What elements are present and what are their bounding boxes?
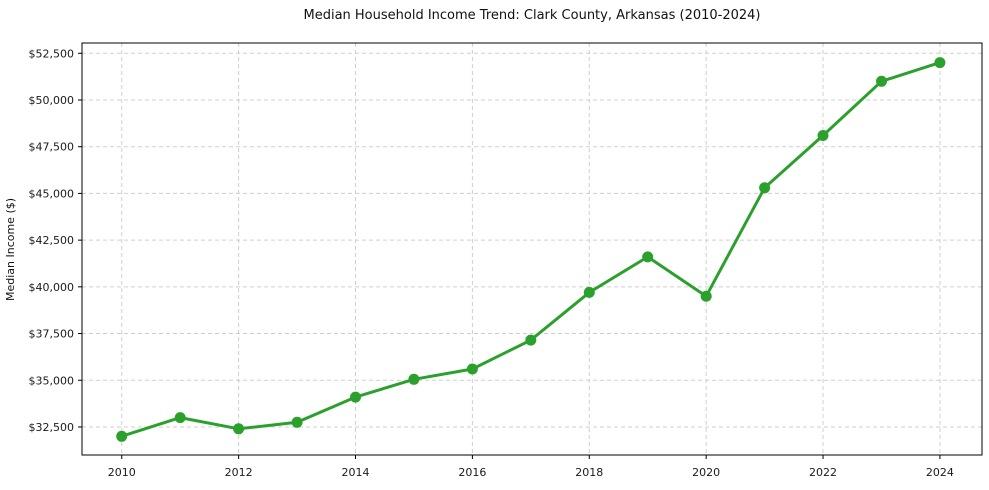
data-point (876, 75, 887, 87)
y-tick-label: $37,500 (29, 328, 75, 341)
data-point (700, 290, 712, 302)
y-tick-label: $45,000 (29, 187, 75, 200)
chart-title: Median Household Income Trend: Clark Cou… (303, 8, 761, 23)
x-tick-label: 2016 (458, 466, 486, 479)
data-point (291, 416, 303, 428)
data-point (116, 430, 128, 442)
x-tick-label: 2012 (225, 466, 253, 479)
y-tick-label: $40,000 (29, 281, 75, 294)
data-point (408, 373, 420, 385)
x-tick-label: 2018 (575, 466, 603, 479)
data-point (642, 251, 654, 263)
data-point (466, 363, 478, 375)
x-tick-label: 2022 (809, 466, 837, 479)
data-point (350, 391, 361, 403)
data-point (525, 334, 537, 346)
y-tick-label: $47,500 (29, 141, 75, 154)
plot-frame (81, 42, 983, 456)
y-tick-label: $50,000 (29, 94, 75, 107)
data-point (759, 182, 771, 194)
x-tick-label: 2010 (108, 466, 136, 479)
data-point (817, 130, 829, 141)
data-point (934, 57, 946, 69)
y-tick-label: $35,000 (29, 374, 75, 387)
y-tick-label: $52,500 (29, 47, 75, 60)
data-point (233, 423, 245, 435)
x-tick-label: 2020 (692, 466, 720, 479)
data-point (583, 286, 595, 298)
data-point (174, 412, 186, 424)
y-tick-label: $42,500 (29, 234, 75, 247)
x-tick-label: 2014 (342, 466, 370, 479)
x-tick-label: 2024 (926, 466, 954, 479)
y-tick-label: $32,500 (29, 421, 75, 434)
